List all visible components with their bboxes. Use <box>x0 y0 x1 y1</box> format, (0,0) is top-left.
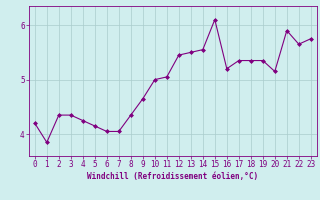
X-axis label: Windchill (Refroidissement éolien,°C): Windchill (Refroidissement éolien,°C) <box>87 172 258 181</box>
